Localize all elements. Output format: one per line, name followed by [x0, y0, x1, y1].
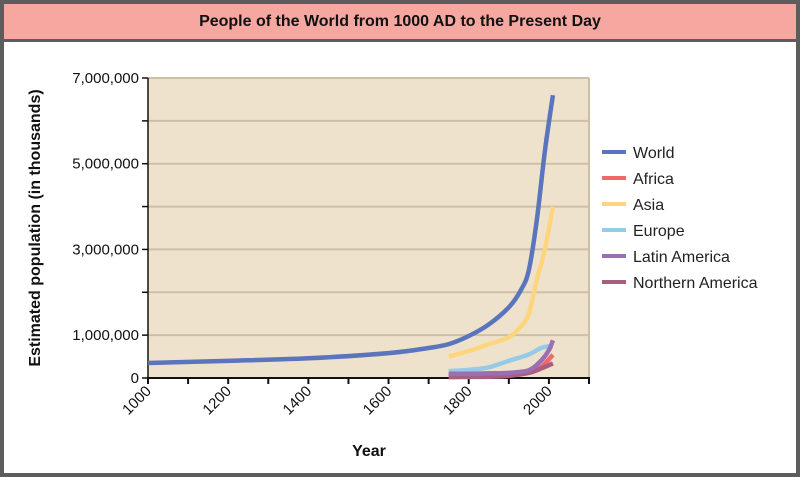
legend-label: World — [633, 145, 675, 162]
legend-label: Northern America — [633, 275, 758, 292]
y-tick-label: 5,000,000 — [72, 156, 139, 173]
x-axis-title: Year — [352, 443, 386, 460]
chart-title: People of the World from 1000 AD to the … — [4, 4, 796, 42]
y-tick-label: 7,000,000 — [72, 70, 139, 87]
y-tick-label: 3,000,000 — [72, 241, 139, 258]
series-line-northern-america — [448, 361, 554, 380]
y-tick-label: 0 — [131, 370, 139, 387]
series-line-world — [147, 94, 556, 366]
legend-item: Asia — [602, 197, 664, 214]
legend-item: Northern America — [602, 275, 758, 292]
y-tick-label: 1,000,000 — [72, 327, 139, 344]
legend-item: Africa — [602, 171, 674, 188]
x-tick-label: 1000 — [119, 383, 155, 419]
legend-label: Asia — [633, 197, 664, 214]
series-line-asia — [448, 206, 556, 359]
legend-item: Europe — [602, 223, 685, 240]
legend-item: Latin America — [602, 249, 730, 266]
legend-label: Africa — [633, 171, 674, 188]
legend-label: Europe — [633, 223, 685, 240]
y-axis-title: Estimated population (in thousands) — [27, 89, 44, 366]
x-tick-label: 1800 — [440, 383, 476, 419]
x-tick-label: 1400 — [280, 383, 316, 419]
legend-label: Latin America — [633, 249, 730, 266]
x-tick-label: 2000 — [520, 383, 556, 419]
plot-area — [148, 78, 589, 378]
series-line-latin-america — [448, 339, 556, 376]
x-tick-label: 1200 — [199, 383, 235, 419]
x-tick-label: 1600 — [360, 383, 396, 419]
legend-item: World — [602, 145, 675, 162]
